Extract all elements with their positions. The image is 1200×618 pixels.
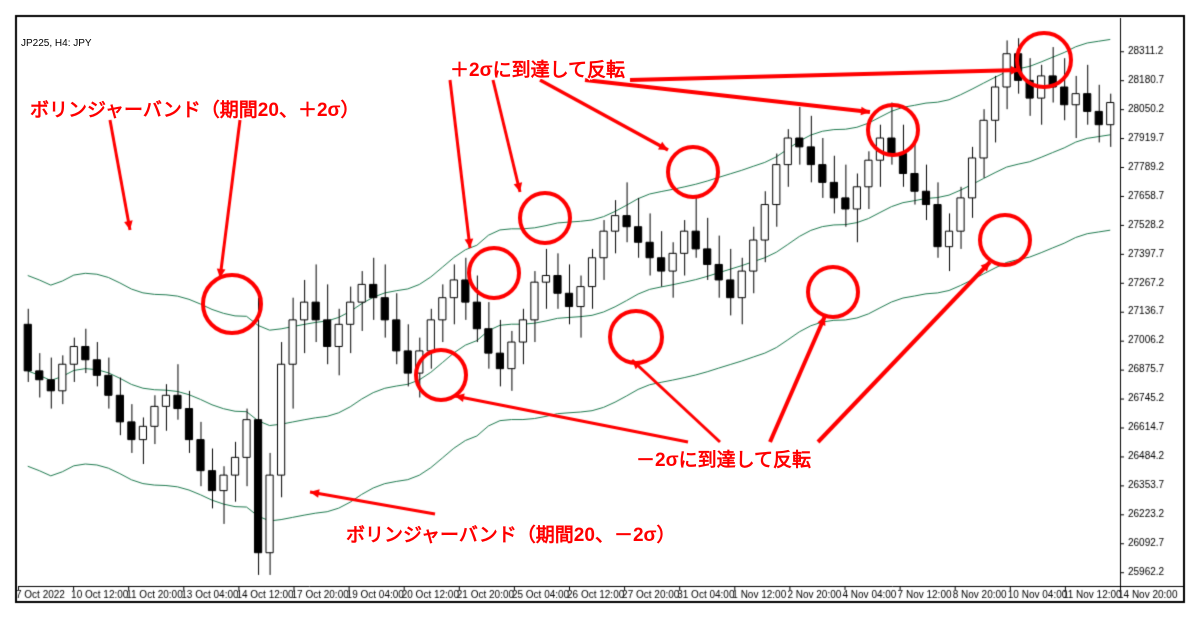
chart-title: JP225, H4: JPY — [21, 38, 92, 49]
price-chart-canvas — [0, 0, 1200, 618]
chart-container: ボリンジャーバンド（期間20、＋2σ） ＋2σに到達して反転 －2σに到達して反… — [0, 0, 1200, 618]
